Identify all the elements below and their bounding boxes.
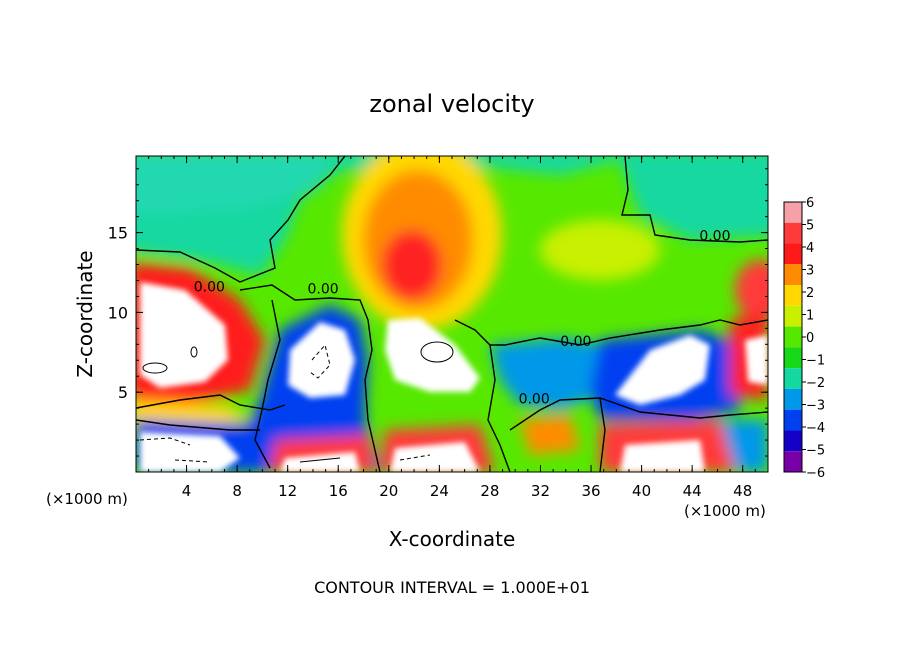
- x-tick-label: 28: [480, 482, 499, 500]
- colorbar-swatch: [784, 347, 802, 369]
- chart-title: zonal velocity: [369, 90, 534, 118]
- contour-interval-footer: CONTOUR INTERVAL = 1.000E+01: [314, 578, 590, 597]
- x-unit-note-left: (×1000 m): [46, 490, 128, 508]
- zero-contours: [136, 156, 768, 472]
- contour-label: 0.00: [560, 334, 591, 350]
- colorbar-swatch: [784, 451, 802, 472]
- colorbar-swatch: [784, 305, 802, 327]
- minor-contours: [139, 341, 454, 463]
- colorbar-label: 0: [806, 331, 814, 346]
- colorbar-swatch: [784, 243, 802, 265]
- saturated-cores: [140, 282, 768, 472]
- x-tick-label: 4: [182, 482, 192, 500]
- x-tick-label: 32: [531, 482, 550, 500]
- colorbar-swatch: [784, 409, 802, 431]
- y-axis-label: Z-coordinate: [73, 250, 97, 377]
- y-tick-label: 5: [118, 383, 128, 402]
- colorbar-label: 1: [806, 309, 814, 324]
- colorbar-label: 5: [806, 219, 814, 234]
- y-axis: 5 10 15: [108, 168, 768, 457]
- colorbar-label: 4: [806, 241, 814, 256]
- x-tick-label: 40: [632, 482, 651, 500]
- colorbar-label: 3: [806, 264, 814, 279]
- contour-label: 0.00: [307, 281, 338, 297]
- colorbar-swatch: [784, 368, 802, 389]
- colorbar-label: −2: [806, 376, 825, 391]
- colorbar-swatch: [784, 388, 802, 410]
- colorbar-swatch: [784, 326, 802, 348]
- x-unit-note-right: (×1000 m): [684, 502, 766, 520]
- x-axis: 4 8 12 16 20 24 28 32 36 40 44 48: [148, 156, 756, 500]
- colorbar-swatch: [784, 264, 802, 286]
- colorbar-swatch: [784, 202, 802, 223]
- x-tick-label: 36: [581, 482, 600, 500]
- x-tick-label: 44: [683, 482, 702, 500]
- colorbar-swatch: [784, 430, 802, 452]
- plot-area: 0.00 0.00 0.00 0.00 0.00: [136, 156, 768, 472]
- colorbar-swatch: [784, 285, 802, 306]
- x-tick-label: 20: [379, 482, 398, 500]
- colorbar-swatch: [784, 222, 802, 244]
- colorbar: 6 5 4 3 2 1 0 −1 −2 −3 −4 −5 −6: [783, 196, 825, 481]
- x-axis-label: X-coordinate: [389, 527, 516, 551]
- colorbar-label: −3: [806, 399, 825, 414]
- colorbar-label: −1: [806, 354, 825, 369]
- x-tick-label: 8: [232, 482, 242, 500]
- contour-label: 0.00: [519, 391, 550, 407]
- x-tick-label: 48: [733, 482, 752, 500]
- x-tick-label: 16: [329, 482, 348, 500]
- y-tick-label: 10: [108, 303, 128, 322]
- colorbar-label: −5: [806, 444, 825, 459]
- contour-label: 0.00: [699, 229, 730, 245]
- colorbar-label: 2: [806, 286, 814, 301]
- colorbar-label: 6: [806, 196, 814, 211]
- colorbar-label: −6: [806, 466, 825, 481]
- y-tick-label: 15: [108, 224, 128, 243]
- x-tick-label: 12: [278, 482, 297, 500]
- contour-label: 0.00: [194, 280, 225, 296]
- x-tick-label: 24: [430, 482, 449, 500]
- colorbar-label: −4: [806, 421, 825, 436]
- contour-labels: 0.00 0.00 0.00 0.00 0.00: [194, 229, 731, 408]
